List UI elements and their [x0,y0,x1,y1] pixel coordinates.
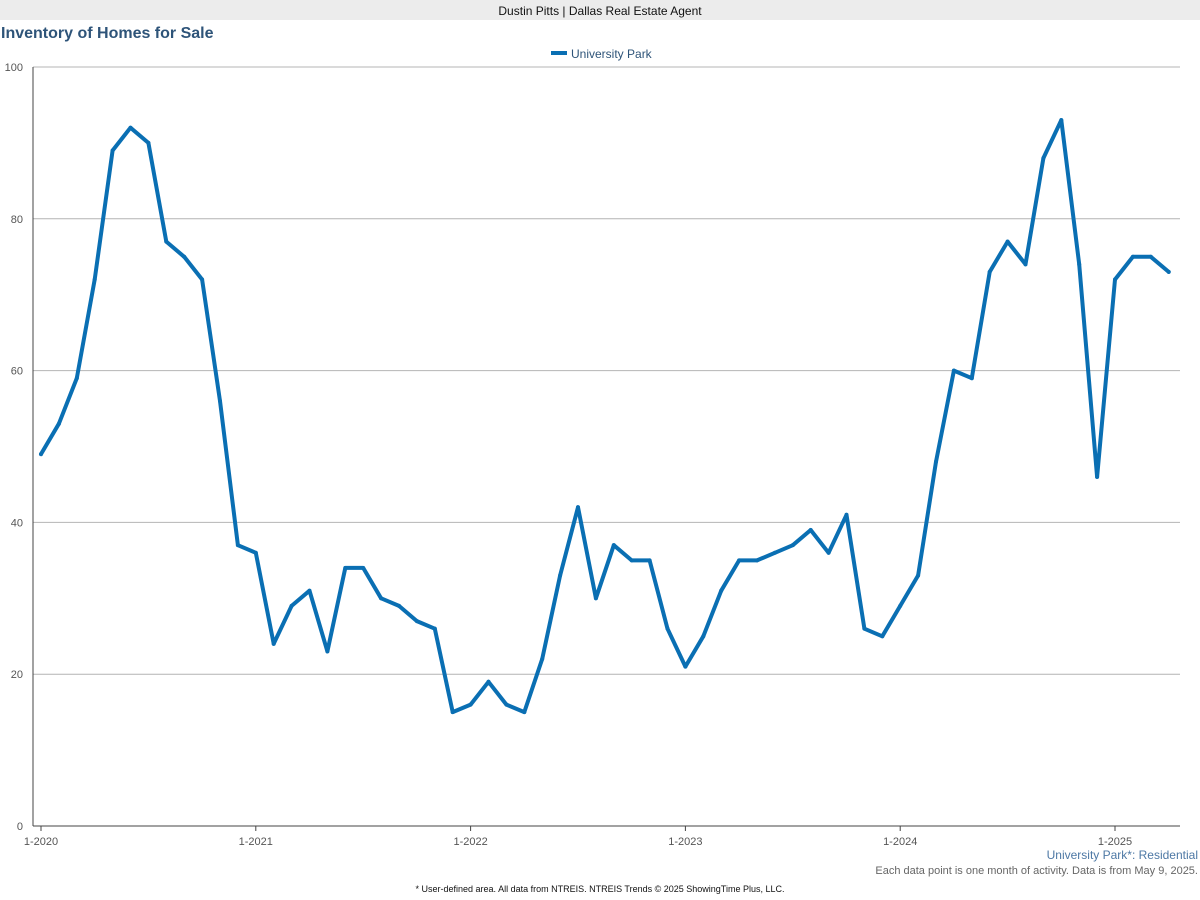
axes: 0 20 40 60 80 100 1-2020 1-2021 1-2022 1-2023 1-20… [5,62,1180,848]
data-point [665,626,670,631]
data-point [844,512,849,517]
data-point [540,657,545,662]
data-point [916,573,921,578]
data-point [522,710,527,715]
data-point [1095,474,1100,479]
data-point [1023,262,1028,267]
data-point [379,596,384,601]
data-point [432,626,437,631]
data-point [200,277,205,282]
data-point [289,603,294,608]
y-tick-label: 40 [11,517,23,529]
data-point [235,543,240,548]
area-label: University Park*: Residential [1046,848,1198,862]
series-line-university-park [39,118,1171,715]
data-point [325,649,330,654]
data-point [92,277,97,282]
x-tick-label: 1-2021 [239,836,273,848]
y-tick-label: 0 [17,821,23,833]
data-point [164,239,169,244]
data-point [826,550,831,555]
data-point [128,125,133,130]
x-tick-label: 1-2025 [1098,836,1132,848]
x-tick-label: 1-2023 [668,836,702,848]
data-point [271,641,276,646]
data-point [468,702,473,707]
data-point [39,452,43,457]
data-point [862,626,867,631]
data-point [951,368,956,373]
data-point [683,664,688,669]
data-point [576,505,580,510]
data-point [1130,254,1135,259]
data-point [987,269,992,274]
data-point [969,376,974,381]
data-point [1148,254,1153,259]
data-point [56,421,61,426]
data-point [414,619,419,624]
y-tick-label: 20 [11,669,23,681]
legend-swatch-university-park [551,51,567,55]
data-point [1113,277,1117,282]
data-point [1005,239,1010,244]
data-point [880,634,885,639]
data-point [450,710,455,715]
data-point [558,573,563,578]
x-tick-label: 1-2020 [24,836,58,848]
data-point [1166,269,1171,274]
data-point [898,603,903,608]
y-tick-label: 60 [11,366,23,378]
data-point [934,459,938,464]
data-point [808,527,813,532]
data-point [343,565,348,570]
x-tick-label: 1-2022 [453,836,487,848]
data-point [182,254,187,259]
data-point [486,679,491,684]
data-point [74,376,79,381]
data-point [755,558,759,563]
legend-label-university-park: University Park [571,47,653,61]
data-point [504,702,509,707]
data-point [611,543,616,548]
data-point [629,558,634,563]
data-point [110,148,115,153]
legend: University Park [551,47,653,61]
x-tick-label: 1-2024 [883,836,917,848]
data-point [218,398,222,403]
data-point [397,603,401,608]
y-tick-label: 80 [11,214,23,226]
data-point [1059,118,1064,123]
data-point [1077,262,1082,267]
data-note: Each data point is one month of activity… [875,865,1198,877]
data-point [701,634,706,639]
y-tick-label: 100 [5,62,23,74]
chart-title: Inventory of Homes for Sale [1,25,214,42]
data-point [361,565,366,570]
data-point [790,543,795,548]
series-lines [39,118,1171,715]
data-point [593,596,598,601]
data-point [146,140,151,145]
source-note: * User-defined area. All data from NTREI… [415,884,785,894]
data-point [737,558,742,563]
grid-lines [33,66,1180,675]
data-point [307,588,312,593]
data-point [772,550,777,555]
data-point [253,550,258,555]
data-point [647,558,652,563]
data-point [1041,156,1046,161]
data-point [719,588,724,593]
agent-header-bar: Dustin Pitts | Dallas Real Estate Agent [0,0,1200,20]
